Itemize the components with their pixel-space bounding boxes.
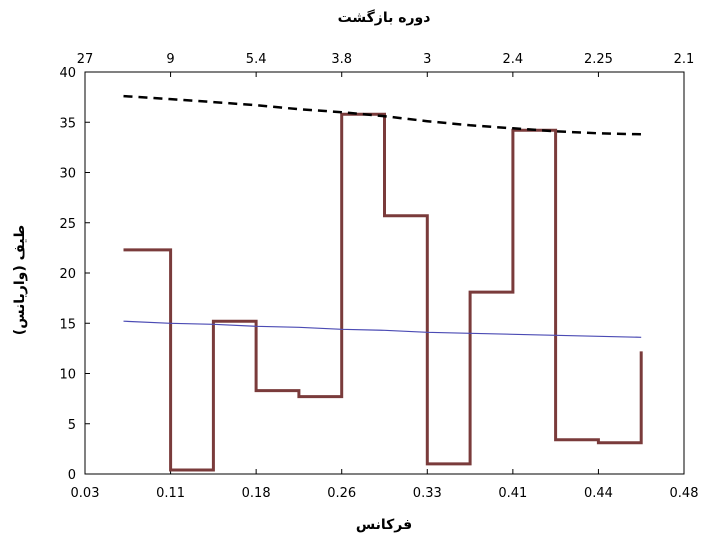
top-axis-title: دوره بازگشت <box>338 9 431 26</box>
top-tick-label: 3.8 <box>331 52 352 67</box>
x-tick-label: 0.48 <box>670 486 699 501</box>
top-tick-label: 2.1 <box>674 52 695 67</box>
top-tick-label: 27 <box>77 52 94 67</box>
top-tick-label: 3 <box>423 52 431 67</box>
y-tick-label: 15 <box>59 317 76 332</box>
upper-confidence-line <box>123 94 642 136</box>
y-tick-label: 35 <box>59 116 76 131</box>
y-tick-label: 40 <box>59 66 76 81</box>
x-tick-label: 0.18 <box>242 486 271 501</box>
y-tick-label: 20 <box>59 267 76 282</box>
x-tick-label: 0.33 <box>413 486 442 501</box>
axes: 0 5 10 15 20 25 30 35 40 0.03 0.11 0.18 0.26 0.33 0.41… <box>59 52 698 501</box>
x-tick-label: 0.03 <box>71 486 100 501</box>
x-tick-label: 0.44 <box>584 486 613 501</box>
background-spectrum-line <box>123 320 642 338</box>
y-tick-label: 25 <box>59 217 76 232</box>
y-tick-label: 30 <box>59 167 76 182</box>
x-tick-label: 0.26 <box>327 486 356 501</box>
y-tick-label: 10 <box>59 368 76 383</box>
plot-area <box>123 94 643 472</box>
top-tick-label: 5.4 <box>246 52 267 67</box>
top-tick-label: 2.4 <box>503 52 524 67</box>
y-tick-label: 5 <box>68 418 76 433</box>
y-axis-title: طیف (واریانس) <box>12 225 28 335</box>
x-tick-label: 0.41 <box>498 486 527 501</box>
top-tick-label: 2.25 <box>584 52 613 67</box>
y-tick-label: 0 <box>68 468 76 483</box>
spectrum-step-line <box>123 112 643 472</box>
x-tick-label: 0.11 <box>156 486 185 501</box>
top-tick-label: 9 <box>166 52 174 67</box>
x-axis-title: فرکانس <box>356 517 412 533</box>
